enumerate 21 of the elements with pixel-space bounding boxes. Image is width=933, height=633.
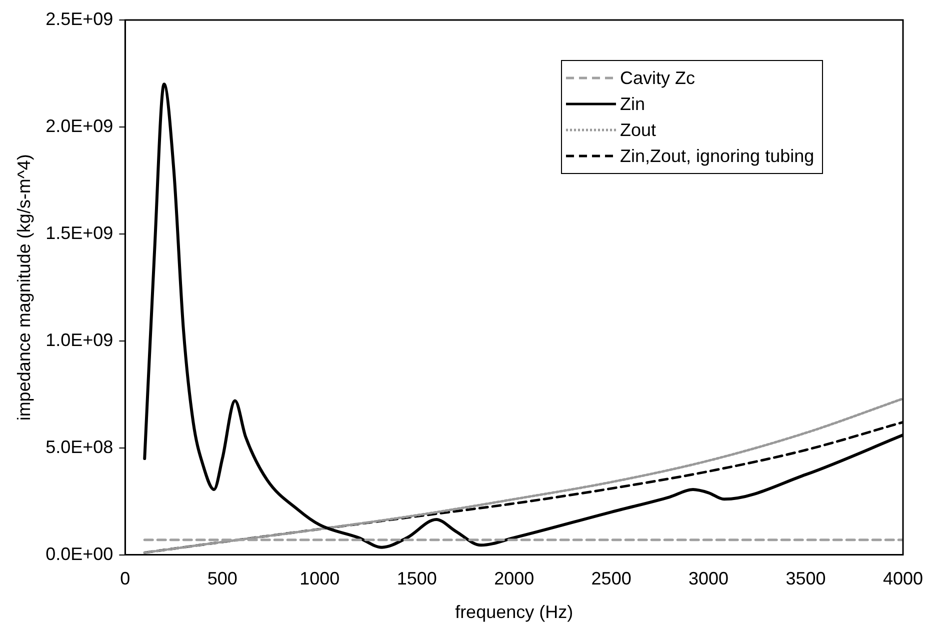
y-axis-title: impedance magnitude (kg/s-m^4) — [14, 154, 34, 421]
y-tick-label: 0.0E+00 — [46, 544, 114, 564]
legend-label: Zout — [620, 119, 656, 142]
y-tick-label: 2.5E+09 — [46, 8, 114, 29]
x-tick-label: 3500 — [786, 568, 826, 589]
legend-label: Zin,Zout, ignoring tubing — [620, 145, 814, 168]
x-tick-label: 1500 — [396, 568, 437, 589]
x-tick-label: 2000 — [494, 568, 534, 589]
y-tick-label: 5.0E+08 — [46, 436, 114, 457]
legend-label: Zin — [620, 93, 646, 116]
x-axis-title: frequency (Hz) — [455, 602, 574, 622]
x-tick-label: 3000 — [688, 568, 729, 589]
x-tick-label: 2500 — [591, 568, 632, 589]
x-tick-label: 500 — [207, 568, 238, 589]
legend-label: Cavity Zc — [620, 67, 696, 90]
x-tick-label: 4000 — [882, 568, 924, 589]
y-tick-label: 1.5E+09 — [46, 222, 114, 243]
x-tick-label: 1000 — [300, 568, 340, 589]
y-tick-label: 2.0E+09 — [46, 116, 114, 136]
y-tick-label: 1.0E+09 — [46, 330, 114, 350]
x-tick-label: 0 — [120, 568, 130, 589]
